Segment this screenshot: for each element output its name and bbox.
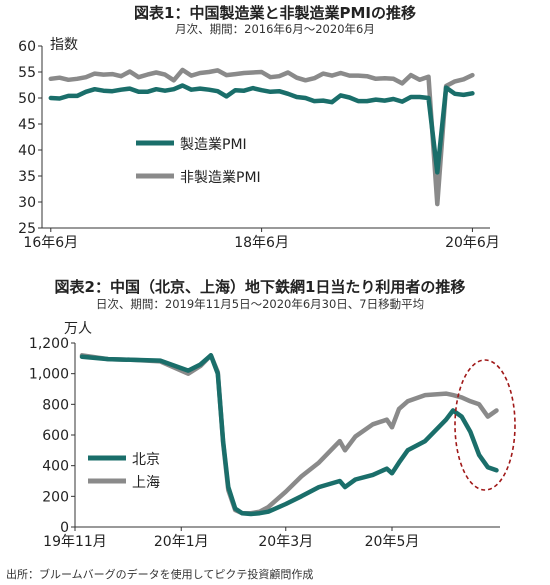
- series-line-1: [48, 67, 475, 207]
- chart2-subtitle: 日次、期間：2019年11月5日～2020年6月30日、7日移動平均: [96, 297, 424, 311]
- chart-pmi: 図表1：中国製造業と非製造業PMIの推移 月次、期間：2016年6月～2020年…: [18, 4, 500, 251]
- chart1-ylabel: 指数: [50, 37, 78, 53]
- chart1-axes: 25 30 35 40 45 50 55 60 16年6月 18年6月 20年6月: [18, 39, 500, 251]
- chart2-series: [79, 353, 499, 517]
- y-tick-label: 55: [18, 65, 36, 81]
- x-tick-label: 16年6月: [23, 235, 78, 251]
- y-tick-label: 0: [60, 520, 69, 536]
- x-tick-label: 20年1月: [154, 534, 209, 550]
- legend-label-manufacturing: 製造業PMI: [180, 137, 247, 153]
- series-line-0: [48, 83, 475, 175]
- y-tick-label: 1,200: [29, 336, 69, 352]
- chart2-ylabel: 万人: [64, 321, 92, 337]
- y-tick-label: 35: [18, 169, 36, 185]
- y-tick-label: 30: [18, 195, 36, 211]
- y-tick-label: 200: [42, 489, 69, 505]
- chart1-subtitle: 月次、期間：2016年6月～2020年6月: [175, 22, 375, 36]
- legend-label-nonmanufacturing: 非製造業PMI: [180, 170, 261, 186]
- legend-label-beijing: 北京: [132, 452, 160, 468]
- chart1-legend: 製造業PMI 非製造業PMI: [136, 137, 261, 186]
- x-tick-label: 18年6月: [234, 235, 289, 251]
- highlight-ellipse: [454, 359, 516, 491]
- chart2-axes: 0 200 400 600 800 1,000 1,200 19年11月 20年1月 20年3月 2…: [29, 336, 500, 550]
- y-tick-label: 60: [18, 39, 36, 55]
- y-tick-label: 50: [18, 91, 36, 107]
- y-tick-label: 45: [18, 117, 36, 133]
- y-tick-label: 40: [18, 143, 36, 159]
- chart2-title: 図表2：中国（北京、上海）地下鉄網1日当たり利用者の推移: [55, 278, 466, 296]
- x-tick-label: 19年11月: [43, 534, 107, 550]
- chart2-legend: 北京 上海: [88, 452, 160, 491]
- x-tick-label: 20年5月: [365, 534, 420, 550]
- y-tick-label: 800: [42, 397, 69, 413]
- chart1-title: 図表1：中国製造業と非製造業PMIの推移: [134, 4, 416, 22]
- chart-subway: 図表2：中国（北京、上海）地下鉄網1日当たり利用者の推移 日次、期間：2019年…: [29, 278, 516, 550]
- y-tick-label: 600: [42, 428, 69, 444]
- source-note: 出所：ブルームバーグのデータを使用してピクテ投資顧問作成: [6, 567, 313, 581]
- y-tick-label: 1,000: [29, 367, 69, 383]
- y-tick-label: 400: [42, 459, 69, 475]
- x-tick-label: 20年3月: [258, 534, 313, 550]
- y-tick-label: 25: [18, 221, 36, 237]
- chart1-series: [48, 67, 475, 207]
- legend-label-shanghai: 上海: [132, 475, 160, 491]
- x-tick-label: 20年6月: [445, 235, 500, 251]
- series-line-0: [79, 353, 499, 517]
